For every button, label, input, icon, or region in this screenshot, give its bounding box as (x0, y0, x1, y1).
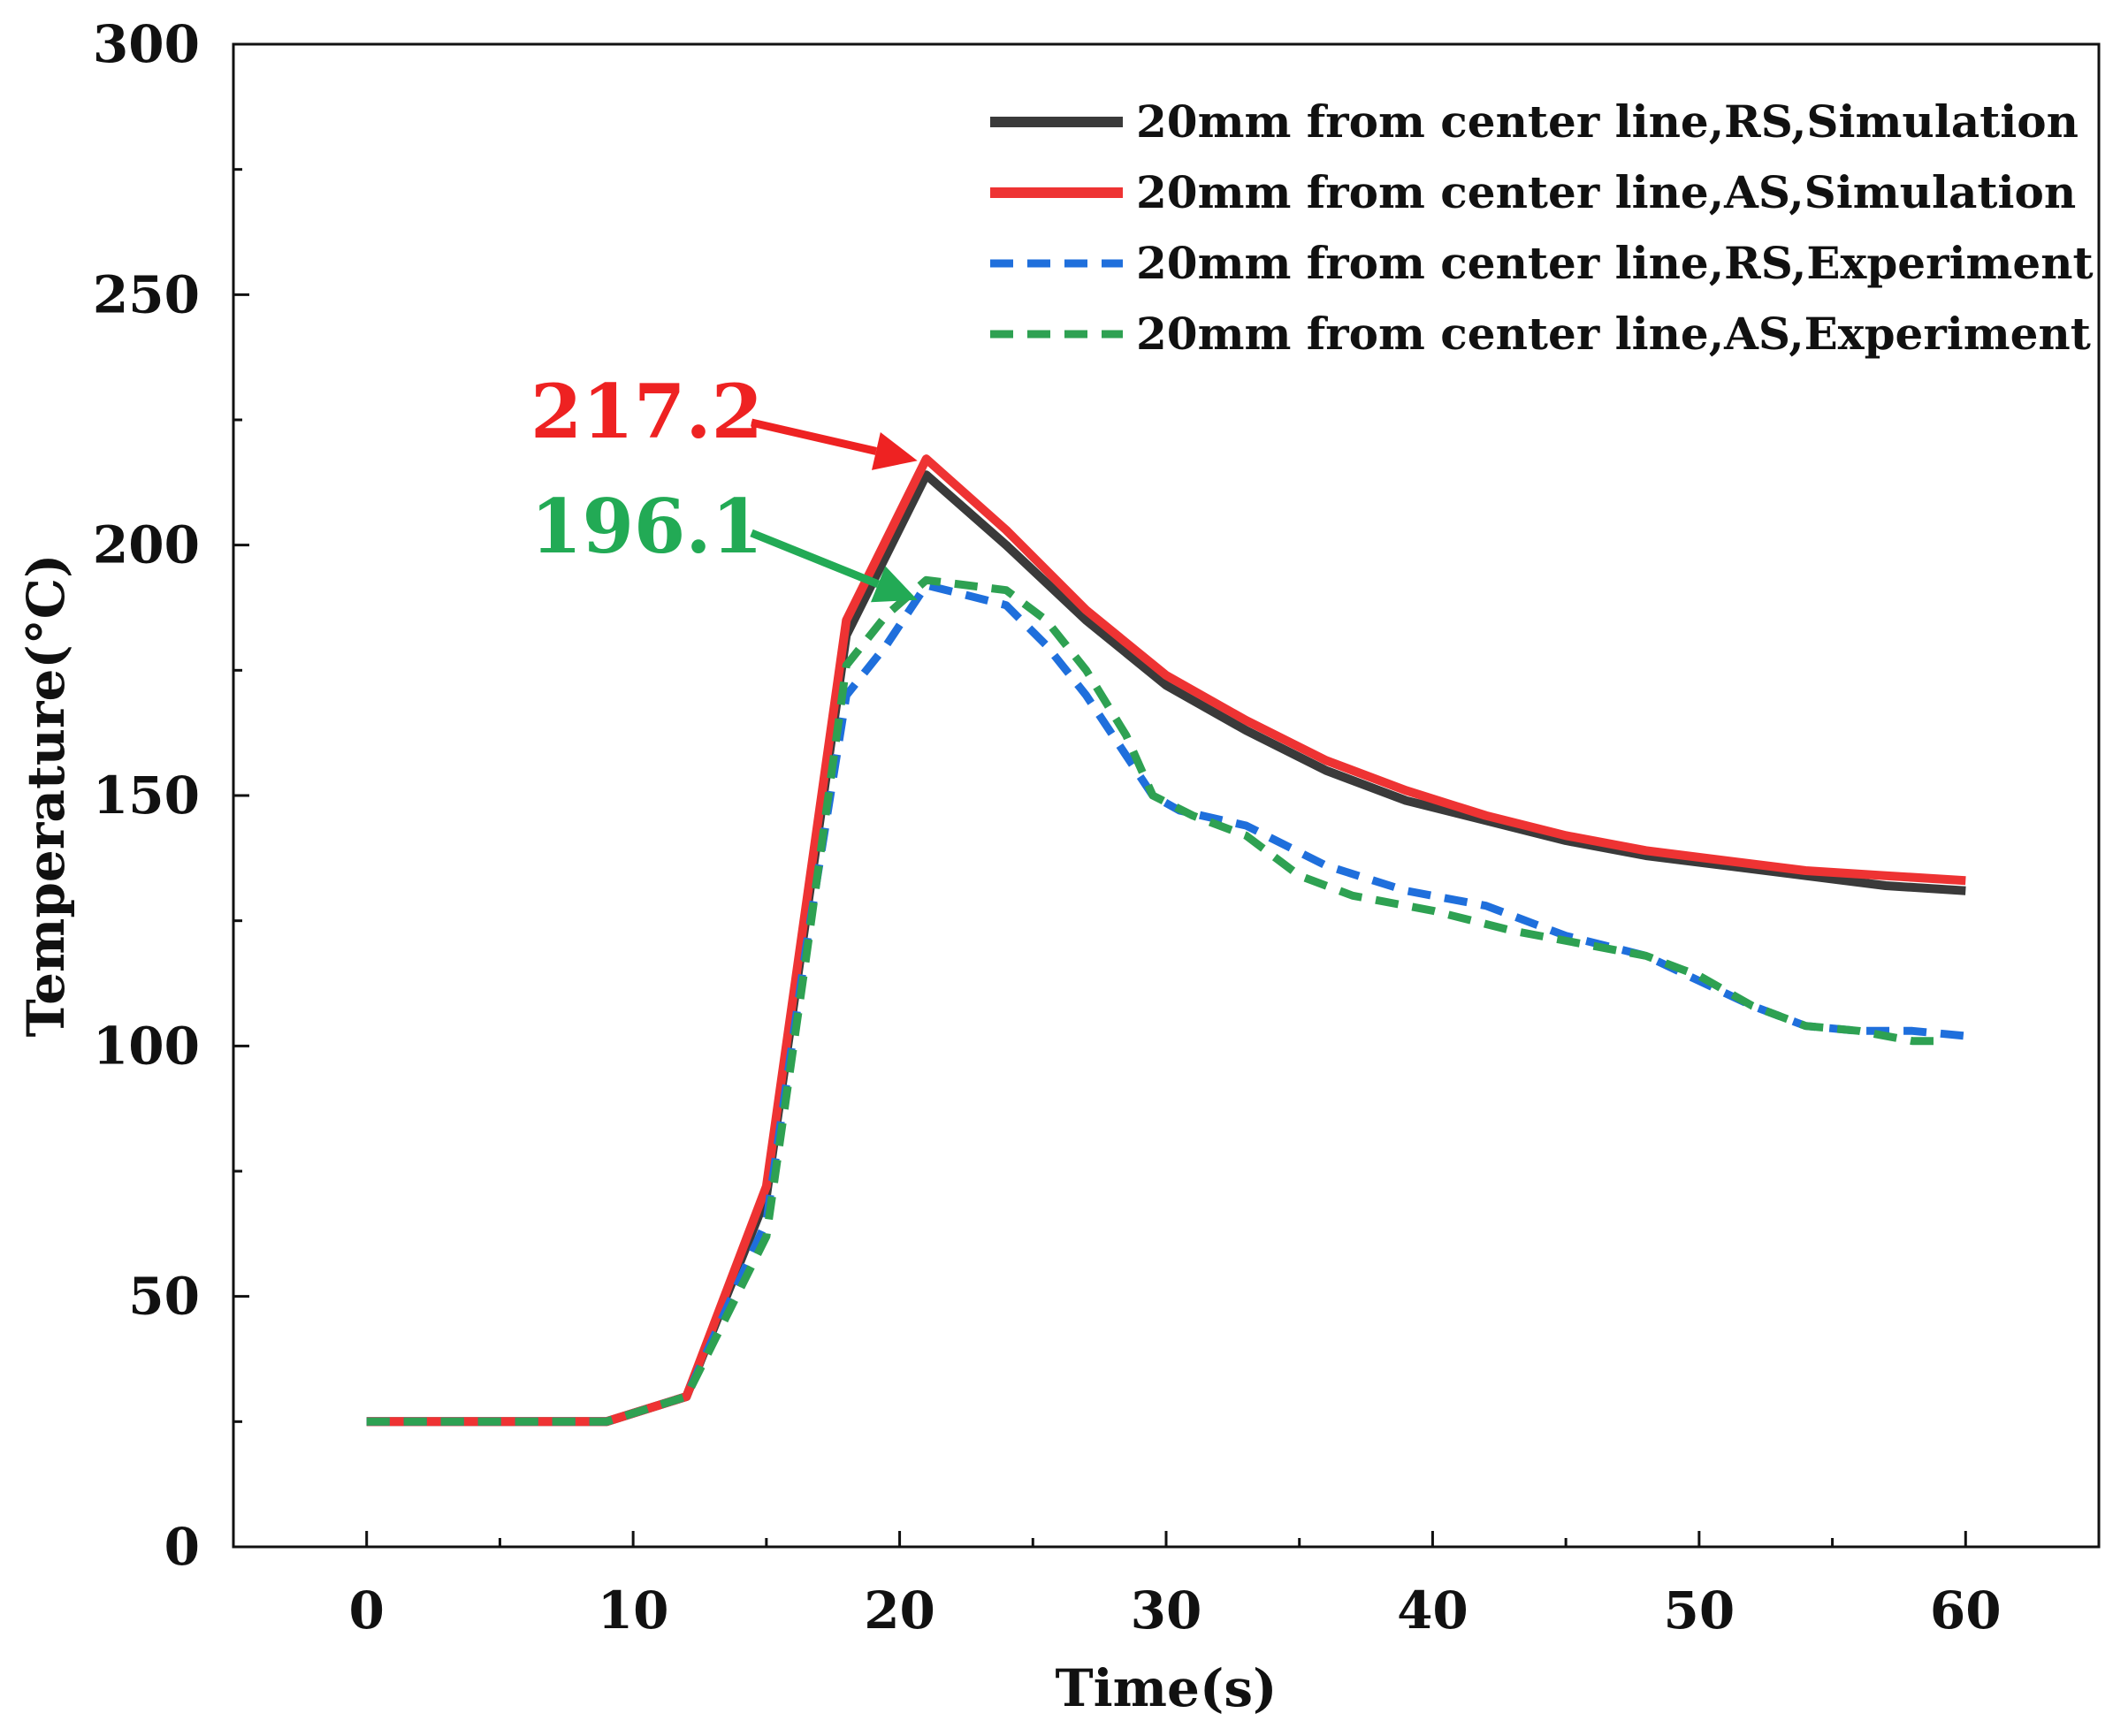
legend: 20mm from center line,RS,Simulation 20mm… (990, 95, 2094, 360)
y-tick-label: 300 (93, 14, 200, 74)
y-axis-title: Temperature(°C) (16, 554, 76, 1038)
axis-ticks: 0 10 20 30 40 50 60 0 50 100 150 200 250 300 (93, 14, 2002, 1641)
legend-label-rs-experiment: 20mm from center line,RS,Experiment (1136, 237, 2094, 289)
annotation-peak-experiment: 196.1 (530, 483, 763, 570)
x-tick-label: 40 (1397, 1580, 1468, 1641)
annotations: 217.2 196.1 (530, 368, 918, 603)
annotation-arrowhead-simulation (872, 431, 918, 470)
y-tick-label: 200 (93, 515, 200, 575)
x-tick-label: 10 (598, 1580, 669, 1641)
x-tick-label: 30 (1131, 1580, 1202, 1641)
x-tick-label: 0 (349, 1580, 385, 1641)
series-line-2 (366, 581, 1966, 1426)
annotation-arrow-simulation (750, 418, 877, 455)
y-tick-label: 50 (128, 1267, 200, 1327)
legend-label-as-experiment: 20mm from center line,AS,Experiment (1136, 308, 2091, 360)
series-lines (366, 454, 1966, 1427)
y-tick-label: 250 (93, 264, 200, 324)
y-tick-label: 100 (93, 1016, 200, 1076)
series-line-3 (366, 575, 1940, 1426)
legend-label-as-simulation: 20mm from center line,AS,Simulation (1136, 166, 2076, 218)
annotation-peak-simulation: 217.2 (530, 368, 763, 455)
legend-label-rs-simulation: 20mm from center line,RS,Simulation (1136, 95, 2079, 148)
y-tick-label: 0 (164, 1517, 200, 1577)
x-tick-label: 60 (1930, 1580, 2002, 1641)
annotation-arrowhead-experiment (870, 566, 918, 603)
annotation-arrow-experiment (750, 529, 880, 588)
x-tick-label: 50 (1663, 1580, 1735, 1641)
x-tick-label: 20 (864, 1580, 935, 1641)
x-axis-title: Time(s) (1055, 1658, 1277, 1718)
y-tick-label: 150 (93, 765, 200, 826)
